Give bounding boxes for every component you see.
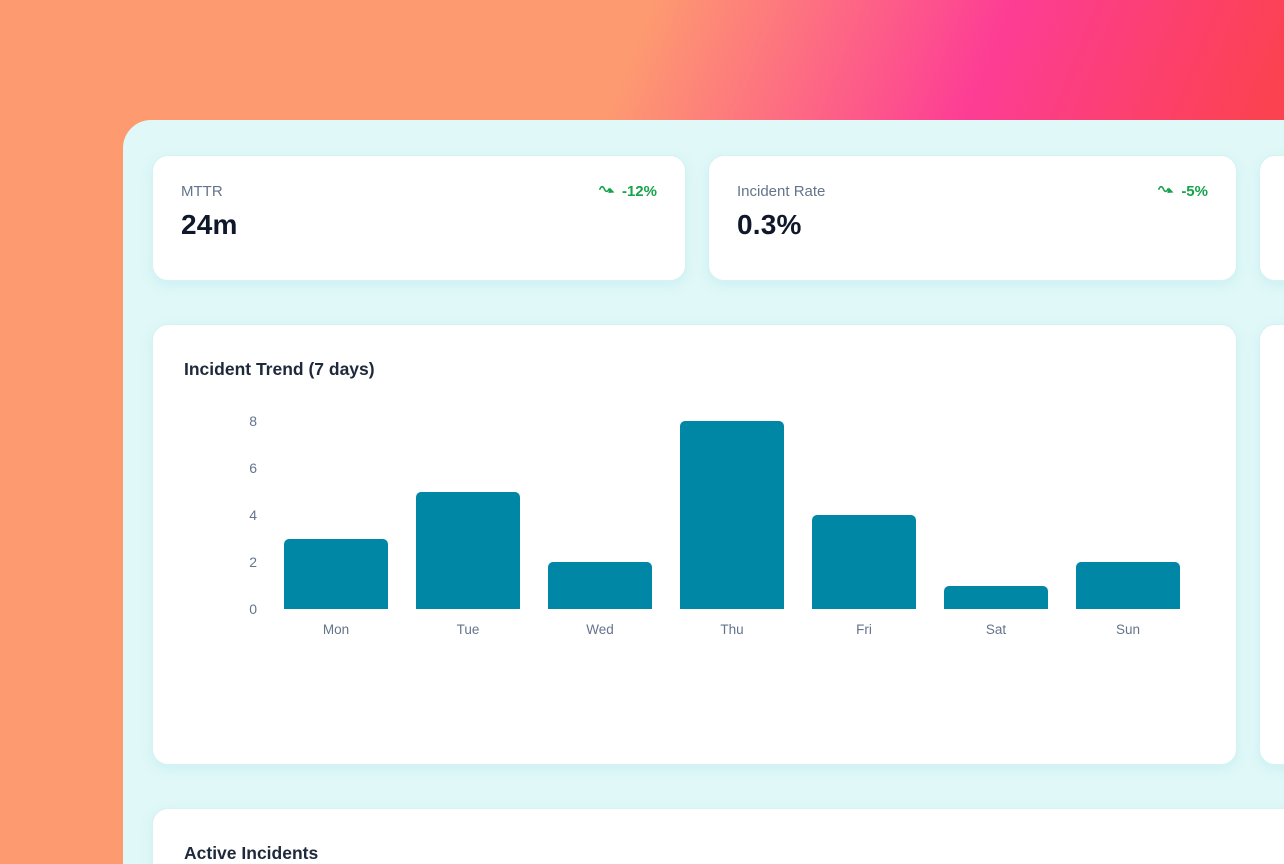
x-axis-label: Tue	[456, 622, 480, 637]
dashboard-panel: MTTR -12% 24m Incident Rate	[123, 120, 1284, 864]
bar-wed[interactable]	[548, 562, 652, 609]
side-card-partial	[1259, 324, 1284, 765]
kpi-header: Incident Rate -5%	[737, 183, 1208, 200]
bars-container	[284, 421, 1180, 609]
x-axis-label: Fri	[856, 622, 872, 637]
bar-tue[interactable]	[416, 491, 520, 609]
y-axis-tick: 2	[249, 554, 257, 570]
y-axis-tick: 8	[249, 413, 257, 429]
y-axis-tick: 4	[249, 507, 257, 523]
trending-down-icon	[599, 183, 617, 200]
y-axis-tick: 6	[249, 460, 257, 476]
kpi-header: MTTR -12%	[181, 183, 657, 200]
trending-down-icon	[1158, 183, 1176, 200]
incident-trend-card: Incident Trend (7 days) 0 2 4 6 8 Mon Tue Wed Th…	[152, 324, 1237, 765]
x-axis-label: Thu	[720, 622, 744, 637]
kpi-card-partial	[1259, 155, 1284, 281]
x-axis-label: Wed	[586, 622, 614, 637]
dashboard-grid: MTTR -12% 24m Incident Rate	[152, 155, 1284, 864]
active-incidents-title: Active Incidents	[184, 843, 319, 863]
kpi-delta: -5%	[1158, 183, 1208, 200]
x-axis-label: Mon	[322, 622, 350, 637]
y-axis-tick: 0	[249, 601, 257, 617]
kpi-value: 24m	[181, 209, 238, 240]
bar-sat[interactable]	[944, 585, 1048, 609]
chart-title: Incident Trend (7 days)	[184, 359, 375, 379]
kpi-value: 0.3%	[737, 209, 802, 240]
bar-thu[interactable]	[680, 421, 784, 609]
bar-mon[interactable]	[284, 538, 388, 609]
bar-fri[interactable]	[812, 515, 916, 609]
kpi-card-incident-rate: Incident Rate -5% 0.3%	[708, 155, 1237, 281]
kpi-label: Incident Rate	[737, 183, 826, 200]
bar-chart: 0 2 4 6 8 Mon Tue Wed Thu Fri Sat Sun	[153, 325, 1236, 764]
kpi-delta: -12%	[599, 183, 657, 200]
kpi-delta-value: -5%	[1181, 183, 1208, 200]
kpi-card-mttr: MTTR -12% 24m	[152, 155, 686, 281]
kpi-delta-value: -12%	[621, 183, 657, 200]
x-axis-label: Sun	[1115, 622, 1141, 637]
active-incidents-card: Active Incidents	[152, 808, 1284, 864]
x-axis-label: Sat	[985, 622, 1007, 637]
bar-sun[interactable]	[1076, 562, 1180, 609]
kpi-label: MTTR	[181, 183, 223, 200]
